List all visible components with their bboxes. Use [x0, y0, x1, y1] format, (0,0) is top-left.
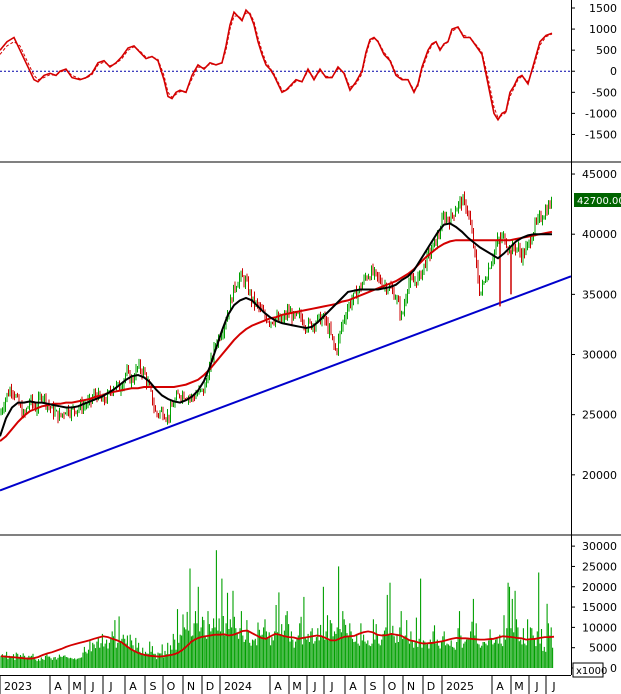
month-label: J	[534, 680, 538, 693]
osc-tick-label: -1500	[585, 128, 617, 141]
oscillator-panel: -1500 -1000 -500 0 500 1000 1500	[0, 2, 617, 141]
month-label: A	[496, 680, 504, 693]
month-label: M	[514, 680, 524, 693]
month-label: 2025	[446, 680, 474, 693]
price-tick-label: 45000	[582, 168, 617, 181]
month-label: A	[274, 680, 282, 693]
volume-tick-label: 30000	[582, 540, 617, 553]
price-tick-label: 25000	[582, 409, 617, 422]
osc-tick-label: 1500	[589, 2, 617, 15]
month-label: O	[388, 680, 397, 693]
month-label: S	[370, 680, 377, 693]
osc-tick-label: 1000	[589, 23, 617, 36]
price-tick-label: 35000	[582, 288, 617, 301]
month-label: J	[108, 680, 112, 693]
month-label: 2023	[4, 680, 32, 693]
month-label: M	[72, 680, 82, 693]
month-label: S	[150, 680, 157, 693]
price-tick-label: 20000	[582, 469, 617, 482]
month-label: O	[167, 680, 176, 693]
osc-tick-label: 500	[596, 44, 617, 57]
price-tick-label: 40000	[582, 228, 617, 241]
x-axis: 2023 A M J J A S O N D 2024 A M J J A S O N D 2025 A M J J	[0, 675, 571, 694]
volume-tick-label: 20000	[582, 581, 617, 594]
volume-ma-line	[0, 629, 555, 660]
price-ma-slow	[0, 230, 553, 442]
volume-unit-badge: x1000	[572, 662, 607, 678]
osc-main-line	[0, 8, 553, 122]
price-tick-label: 30000	[582, 349, 617, 362]
osc-signal-line	[0, 12, 553, 119]
volume-tick-label: 15000	[582, 601, 617, 614]
month-label: A	[129, 680, 137, 693]
price-ma-fast	[0, 222, 552, 437]
volume-unit-box	[572, 662, 604, 678]
osc-tick-label: -500	[592, 86, 617, 99]
price-panel: 20000 25000 30000 35000 40000 45000	[0, 168, 617, 492]
month-label: A	[54, 680, 62, 693]
osc-tick-label: -1000	[585, 107, 617, 120]
last-price-tag-box	[574, 193, 621, 207]
month-label: J	[90, 680, 94, 693]
month-label: N	[187, 680, 195, 693]
month-label: D	[427, 680, 435, 693]
last-price-value: 42700.00	[577, 196, 621, 207]
osc-tick-label: 0	[610, 65, 617, 78]
month-label: J	[329, 680, 333, 693]
volume-tick-label: 0	[610, 662, 617, 675]
volume-tick-label: 10000	[582, 621, 617, 634]
month-label: J	[312, 680, 316, 693]
support-trendline	[0, 275, 572, 492]
month-label: 2024	[224, 680, 252, 693]
month-label: D	[206, 680, 214, 693]
month-label: A	[349, 680, 357, 693]
month-label: N	[407, 680, 415, 693]
volume-tick-label: 5000	[589, 642, 617, 655]
last-price-tag: 42700.00	[574, 193, 621, 207]
volume-unit-label: x1000	[576, 666, 607, 677]
volume-panel: 0 5000 10000 15000 20000 25000 30000	[0, 540, 617, 675]
month-label: M	[292, 680, 302, 693]
volume-tick-label: 25000	[582, 560, 617, 573]
month-label: J	[551, 680, 555, 693]
